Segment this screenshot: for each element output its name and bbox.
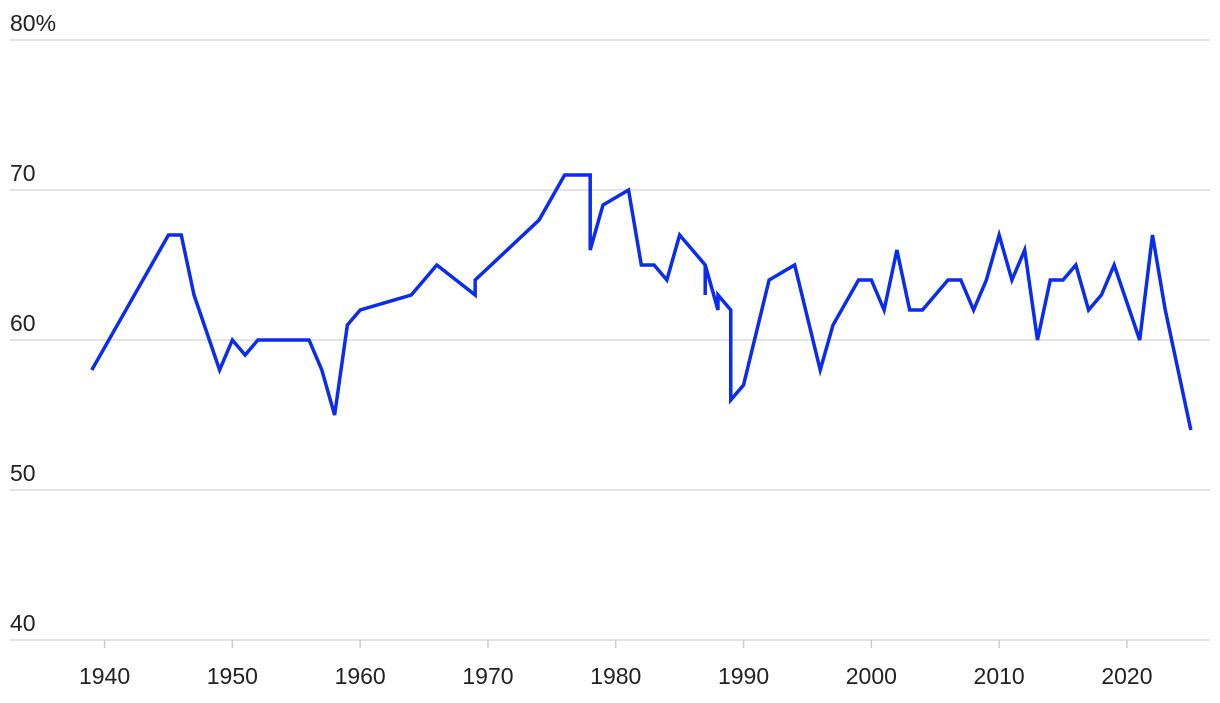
y-tick-label: 40 [10, 610, 36, 636]
y-tick-label: 80% [10, 10, 56, 36]
data-line [90, 173, 1193, 431]
y-tick-label: 70 [10, 160, 36, 186]
x-tick-label: 2010 [974, 663, 1025, 689]
x-tick-label: 1970 [462, 663, 513, 689]
x-tick-label: 2000 [846, 663, 897, 689]
x-tick-label: 1950 [207, 663, 258, 689]
x-tick-label: 1960 [335, 663, 386, 689]
x-tick-label: 1940 [79, 663, 130, 689]
x-tick-label: 2020 [1101, 663, 1152, 689]
y-tick-label: 60 [10, 310, 36, 336]
y-tick-label: 50 [10, 460, 36, 486]
x-tick-label: 1980 [590, 663, 641, 689]
x-tick-label: 1990 [718, 663, 769, 689]
